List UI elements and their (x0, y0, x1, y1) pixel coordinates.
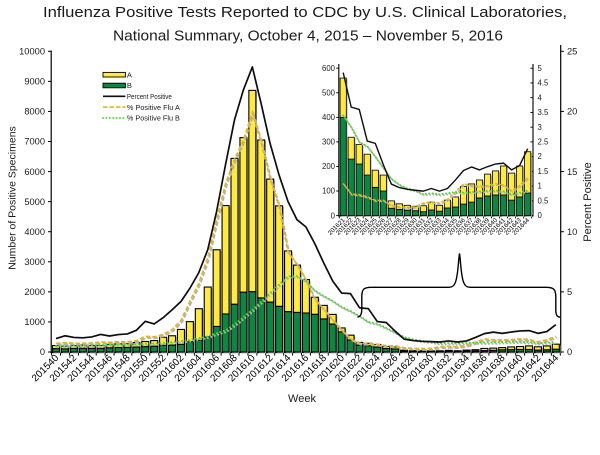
svg-text:9000: 9000 (24, 77, 45, 87)
svg-text:15: 15 (567, 167, 577, 177)
svg-text:6000: 6000 (24, 167, 45, 177)
svg-text:Influenza Positive Tests Repor: Influenza Positive Tests Reported to CDC… (43, 5, 567, 21)
svg-text:4000: 4000 (24, 227, 45, 237)
svg-text:Number of Positive Specimens: Number of Positive Specimens (7, 126, 19, 270)
svg-text:400: 400 (322, 113, 336, 122)
svg-text:National Summary, October 4, 2: National Summary, October 4, 2015 – Nove… (113, 29, 503, 45)
svg-text:20: 20 (567, 107, 577, 117)
svg-text:25: 25 (567, 46, 577, 56)
svg-text:3.5: 3.5 (538, 108, 550, 117)
svg-text:Percent Positive: Percent Positive (127, 92, 172, 101)
svg-text:600: 600 (322, 64, 336, 73)
svg-text:Week: Week (288, 393, 316, 405)
svg-text:Percent Positive: Percent Positive (582, 162, 594, 241)
svg-text:2.5: 2.5 (538, 138, 550, 147)
svg-text:10000: 10000 (19, 46, 45, 56)
svg-text:0.5: 0.5 (538, 196, 550, 205)
svg-text:B: B (127, 81, 132, 90)
svg-text:4.5: 4.5 (538, 79, 550, 88)
svg-text:500: 500 (322, 88, 336, 97)
svg-text:300: 300 (322, 138, 336, 147)
svg-text:1.5: 1.5 (538, 167, 550, 176)
svg-text:0: 0 (331, 211, 336, 220)
svg-text:% Positive Flu A: % Positive Flu A (127, 103, 181, 112)
svg-text:0: 0 (538, 211, 543, 220)
svg-text:3000: 3000 (24, 257, 45, 267)
svg-text:100: 100 (322, 187, 336, 196)
svg-text:1: 1 (538, 182, 542, 191)
svg-text:5: 5 (567, 287, 572, 297)
svg-text:4: 4 (538, 93, 543, 102)
svg-text:200: 200 (322, 162, 336, 171)
svg-text:5000: 5000 (24, 197, 45, 207)
svg-text:8000: 8000 (24, 107, 45, 117)
svg-text:0: 0 (567, 347, 572, 357)
svg-text:% Positive Flu B: % Positive Flu B (127, 114, 180, 123)
svg-text:2: 2 (538, 152, 542, 161)
svg-text:2000: 2000 (24, 287, 45, 297)
svg-text:1000: 1000 (24, 317, 45, 327)
svg-text:3: 3 (538, 123, 542, 132)
svg-text:0: 0 (40, 347, 45, 357)
svg-text:10: 10 (567, 227, 577, 237)
svg-text:5: 5 (538, 64, 543, 73)
svg-text:7000: 7000 (24, 137, 45, 147)
